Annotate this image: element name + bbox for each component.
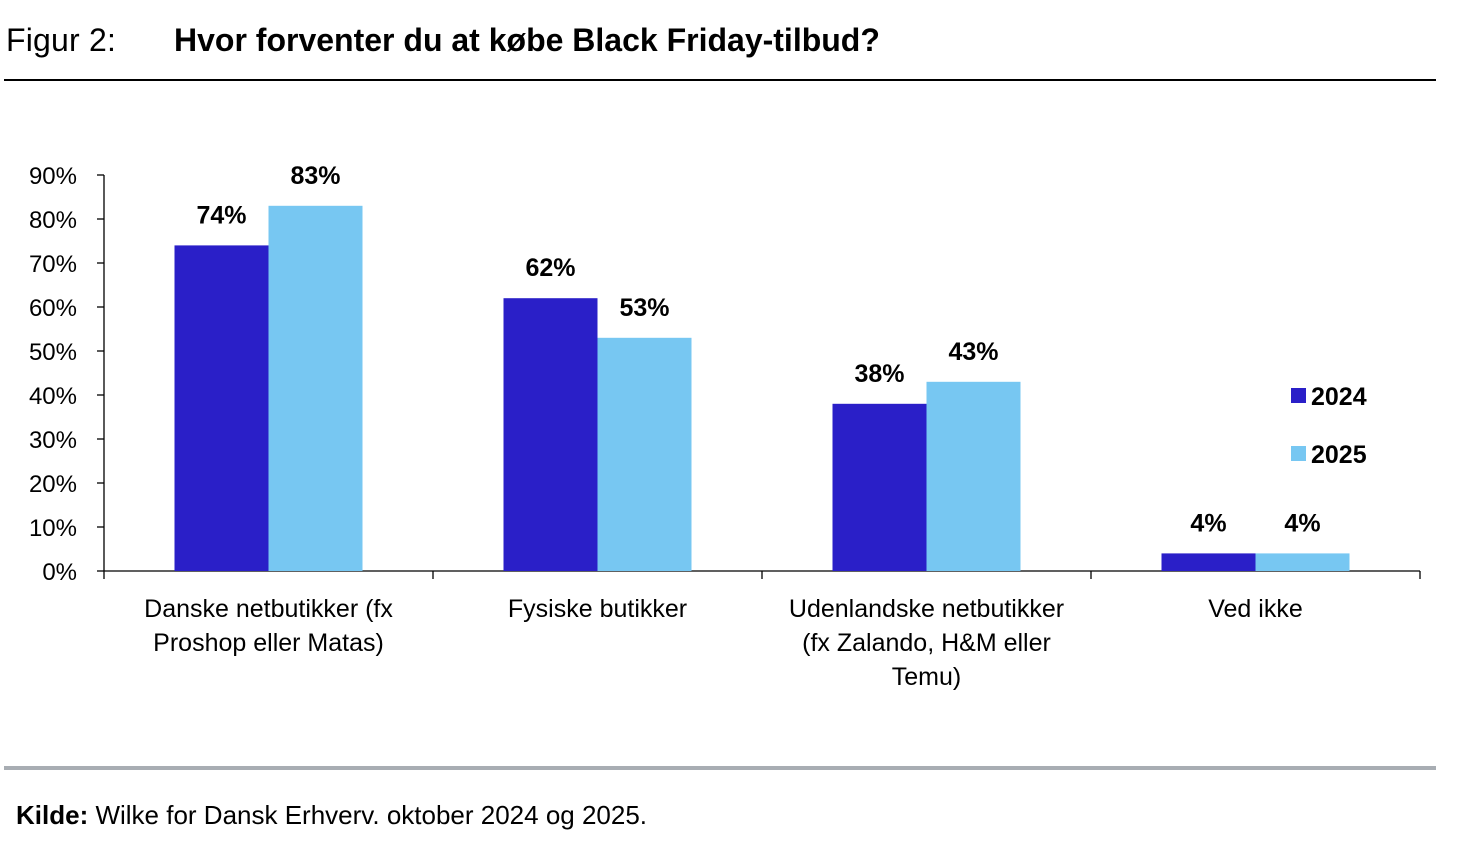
- y-tick-label: 50%: [29, 339, 77, 366]
- legend-swatch-2025: [1291, 446, 1306, 461]
- legend-swatch-2024: [1291, 388, 1306, 403]
- bar-value-label: 74%: [196, 201, 246, 229]
- y-tick-label: 30%: [29, 427, 77, 454]
- bar-value-label: 62%: [525, 254, 575, 282]
- bar-2025: [268, 205, 363, 572]
- bar-2025: [597, 337, 692, 571]
- bar-2025: [926, 381, 1021, 571]
- figure-title: Hvor forventer du at købe Black Friday-t…: [174, 21, 880, 58]
- footer-rule: [4, 766, 1436, 770]
- bar-2024: [832, 403, 927, 571]
- bar-value-label: 53%: [619, 294, 669, 322]
- y-tick-label: 70%: [29, 251, 77, 278]
- y-tick-label: 0%: [42, 559, 77, 586]
- legend-label-2024: 2024: [1311, 383, 1367, 411]
- category-label: Ved ikke: [1208, 595, 1303, 623]
- bar-2024: [174, 245, 269, 571]
- category-label: Temu): [892, 663, 961, 691]
- category-label: (fx Zalando, H&M eller: [802, 629, 1051, 657]
- figure-header: Figur 2: Hvor forventer du at købe Black…: [6, 18, 880, 62]
- bar-value-label: 4%: [1190, 509, 1226, 537]
- figure-label: Figur 2:: [6, 21, 117, 58]
- bar-value-label: 83%: [290, 162, 340, 190]
- source-label: Kilde:: [16, 800, 89, 830]
- bar-2025: [1255, 553, 1350, 571]
- category-label: Proshop eller Matas): [153, 629, 384, 657]
- y-tick-label: 80%: [29, 207, 77, 234]
- bar-value-label: 43%: [948, 338, 998, 366]
- y-tick-label: 40%: [29, 383, 77, 410]
- y-tick-label: 20%: [29, 471, 77, 498]
- y-tick-label: 90%: [29, 163, 77, 190]
- header-rule: [4, 79, 1436, 81]
- legend-label-2025: 2025: [1311, 441, 1367, 469]
- bar-2024: [1161, 553, 1256, 571]
- category-label: Udenlandske netbutikker: [789, 595, 1064, 623]
- bar-2024: [503, 298, 598, 571]
- y-tick-label: 60%: [29, 295, 77, 322]
- category-label: Fysiske butikker: [508, 595, 687, 623]
- bar-value-label: 38%: [854, 360, 904, 388]
- source-note: Kilde: Wilke for Dansk Erhverv. oktober …: [16, 800, 647, 831]
- source-text: Wilke for Dansk Erhverv. oktober 2024 og…: [88, 800, 648, 830]
- category-label: Danske netbutikker (fx: [144, 595, 393, 623]
- y-tick-label: 10%: [29, 515, 77, 542]
- bar-value-label: 4%: [1284, 509, 1320, 537]
- bar-chart: 0% 10% 20% 30% 40% 50% 60% 70% 80% 90% 74% 83% Dansk…: [29, 162, 1421, 691]
